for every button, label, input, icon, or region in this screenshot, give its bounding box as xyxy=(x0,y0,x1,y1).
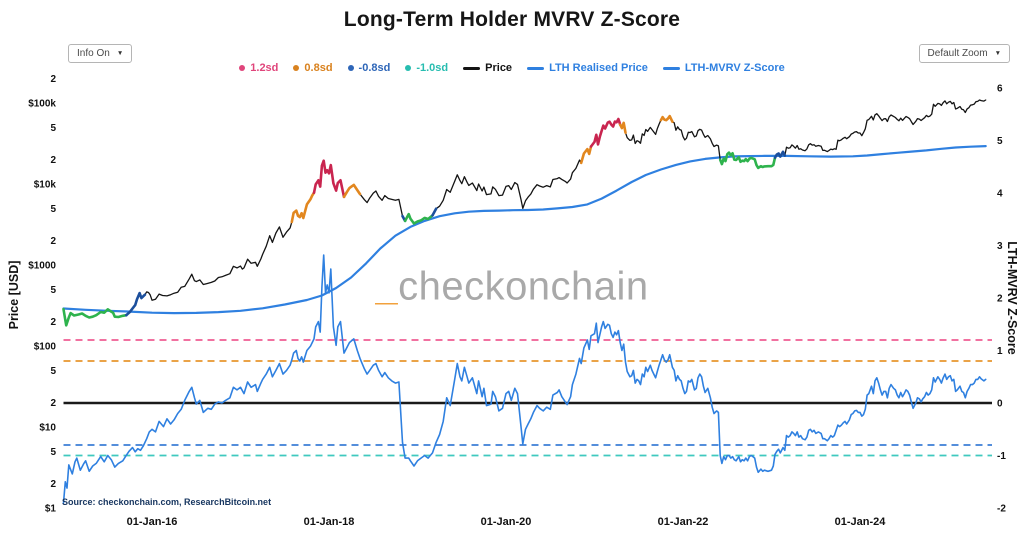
legend-dot-swatch xyxy=(239,65,246,71)
legend-line-swatch xyxy=(527,66,545,70)
x-axis-tick: 01-Jan-16 xyxy=(127,516,178,528)
zoom-select-button[interactable]: Default Zoom ▼ xyxy=(918,44,1010,63)
price-axis-tick: $1000 xyxy=(28,261,56,272)
legend-label: -0.8sd xyxy=(358,62,391,74)
price-axis-tick: 2 xyxy=(50,155,56,166)
plot-area[interactable] xyxy=(64,76,993,508)
price-axis-tick: 2 xyxy=(50,398,56,409)
price-axis-tick: $10 xyxy=(39,423,56,434)
dropdown-caret-icon: ▼ xyxy=(994,50,1001,57)
price-overlay-orange xyxy=(290,191,316,224)
legend-item-lth-realised-price[interactable]: LTH Realised Price xyxy=(527,62,648,74)
lth-realised-price-line xyxy=(62,145,987,315)
legend-item-1-2sd[interactable]: 1.2sd xyxy=(239,62,278,74)
price-axis-tick: 5 xyxy=(50,366,56,377)
info-toggle-label: Info On xyxy=(77,48,110,59)
legend-label: 0.8sd xyxy=(304,62,333,74)
price-axis-title: Price [USD] xyxy=(7,260,21,330)
legend: 1.2sd 0.8sd -0.8sd -1.0sd Price LTH Realised … xyxy=(0,62,1024,74)
price-overlay-blue xyxy=(773,150,787,159)
dropdown-caret-icon: ▼ xyxy=(116,50,124,57)
x-axis-tick: 01-Jan-24 xyxy=(835,516,887,528)
price-axis-tick: 2 xyxy=(50,74,56,85)
price-axis-tick: $1 xyxy=(45,504,57,515)
price-overlay-pink xyxy=(312,159,346,199)
z-score-line xyxy=(62,254,987,504)
watermark: _checkonchain xyxy=(375,265,648,310)
z-axis-tick: 4 xyxy=(997,189,1003,200)
legend-label: 1.2sd xyxy=(250,62,279,74)
x-axis-tick: 01-Jan-22 xyxy=(658,516,709,528)
legend-line-swatch xyxy=(662,66,680,70)
x-axis-tick: 01-Jan-20 xyxy=(481,516,532,528)
price-overlay-green xyxy=(718,151,777,170)
price-overlay-orange xyxy=(618,121,627,134)
price-overlay-orange xyxy=(579,145,593,165)
price-axis-tick: 2 xyxy=(50,236,56,247)
z-axis-title: LTH-MVRV Z-Score xyxy=(1005,241,1019,355)
z-axis-tick: 5 xyxy=(997,136,1003,147)
z-axis-tick: -1 xyxy=(997,451,1006,462)
legend-item-0-8sd[interactable]: 0.8sd xyxy=(293,62,333,74)
legend-dot-swatch xyxy=(347,65,354,71)
price-axis-tick: 5 xyxy=(50,123,56,134)
price-axis-tick: $100 xyxy=(34,342,57,353)
watermark-underscore: _ xyxy=(375,265,398,309)
legend-line-swatch xyxy=(463,66,481,70)
legend-item--1-0sd[interactable]: -1.0sd xyxy=(405,62,448,74)
chart-title: Long-Term Holder MVRV Z-Score xyxy=(343,8,681,31)
z-axis-tick: 0 xyxy=(997,399,1003,410)
price-overlay-orange xyxy=(659,114,674,123)
z-axis-tick: 3 xyxy=(997,241,1003,252)
price-overlay-green xyxy=(62,307,128,327)
zoom-select-label: Default Zoom xyxy=(927,48,988,59)
price-axis-tick: 5 xyxy=(50,447,56,458)
price-axis-tick: 2 xyxy=(50,317,56,328)
price-overlay-blue xyxy=(125,291,147,317)
legend-label: Price xyxy=(485,62,513,74)
price-overlay-green xyxy=(403,212,434,225)
legend-label: LTH Realised Price xyxy=(549,62,648,74)
source-note: Source: checkonchain.com, ResearchBitcoi… xyxy=(62,497,272,507)
price-overlay-blue xyxy=(431,207,438,217)
price-overlay-pink xyxy=(589,117,622,148)
watermark-text: checkonchain xyxy=(398,265,649,309)
price-overlay-orange xyxy=(342,183,362,199)
legend-label: LTH-MVRV Z-Score xyxy=(684,62,785,74)
price-axis-tick: $10k xyxy=(34,180,57,191)
z-axis-tick: -2 xyxy=(997,504,1006,515)
legend-item-lth-mvrv-z-score[interactable]: LTH-MVRV Z-Score xyxy=(662,62,785,74)
z-axis-tick: 1 xyxy=(997,346,1003,357)
z-axis-tick: 2 xyxy=(997,294,1003,305)
price-axis-tick: 5 xyxy=(50,204,56,215)
price-axis-tick: 5 xyxy=(50,285,56,296)
price-axis-tick: $100k xyxy=(28,99,56,110)
price-axis-tick: 2 xyxy=(50,479,56,490)
legend-label: -1.0sd xyxy=(416,62,449,74)
legend-dot-swatch xyxy=(293,65,300,71)
legend-dot-swatch xyxy=(405,65,412,71)
info-toggle-button[interactable]: Info On ▼ xyxy=(68,44,133,63)
z-axis-tick: 6 xyxy=(997,84,1003,95)
x-axis-tick: 01-Jan-18 xyxy=(304,516,355,528)
legend-item--0-8sd[interactable]: -0.8sd xyxy=(347,62,391,74)
legend-item-price[interactable]: Price xyxy=(463,62,512,74)
